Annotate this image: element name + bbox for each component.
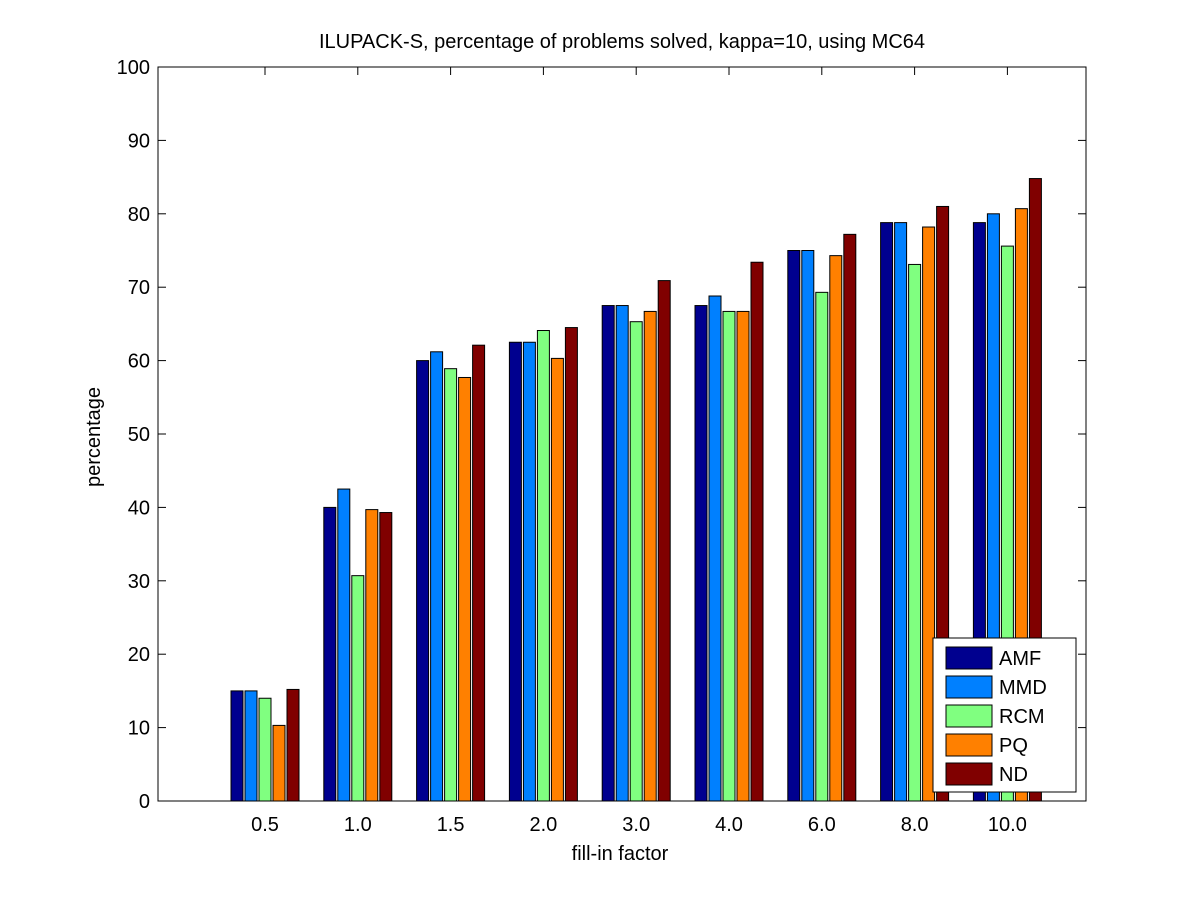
- y-tick-label: 10: [128, 718, 150, 740]
- legend-swatch-pq: [945, 733, 993, 757]
- bar-pq-1.5: [458, 376, 472, 802]
- bar-pq-8.0: [922, 226, 936, 802]
- x-tick-label: 4.0: [715, 814, 743, 836]
- bar-pq-6.0: [829, 255, 843, 802]
- legend-swatch-nd: [945, 762, 993, 786]
- bar-pq-4.0: [736, 310, 750, 802]
- bar-mmd-0.5: [244, 690, 258, 802]
- x-tick-label: 3.0: [622, 814, 650, 836]
- bar-pq-1.0: [365, 509, 379, 802]
- bar-pq-3.0: [643, 310, 657, 802]
- bar-rcm-6.0: [815, 291, 829, 802]
- x-axis: 0.5 1.0 1.5 2.0 3.0 4.0 6.0 8.0 10.0: [251, 67, 1027, 836]
- y-tick-label: 20: [128, 644, 150, 666]
- x-axis-label: fill-in factor: [572, 843, 669, 865]
- bar-amf-4.0: [694, 305, 708, 802]
- legend-swatch-amf: [945, 646, 993, 670]
- bar-mmd-2.0: [522, 341, 536, 802]
- legend: AMF MMD RCM PQ ND: [932, 637, 1077, 793]
- bar-rcm-1.5: [444, 368, 458, 802]
- bar-amf-1.5: [416, 360, 430, 802]
- legend-swatch-rcm: [945, 704, 993, 728]
- bar-amf-8.0: [880, 222, 894, 802]
- bar-rcm-3.0: [629, 321, 643, 802]
- bar-nd-0.5: [286, 688, 300, 802]
- bar-amf-0.5: [230, 690, 244, 802]
- bar-mmd-1.5: [430, 351, 444, 802]
- bar-nd-6.0: [843, 233, 857, 802]
- bar-amf-3.0: [601, 305, 615, 802]
- bar-nd-1.5: [472, 344, 486, 802]
- y-tick-label: 60: [128, 351, 150, 373]
- x-tick-label: 10.0: [988, 814, 1027, 836]
- bar-mmd-1.0: [337, 488, 351, 802]
- x-tick-label: 1.5: [437, 814, 465, 836]
- y-tick-label: 50: [128, 424, 150, 446]
- bar-rcm-1.0: [351, 575, 365, 802]
- bar-mmd-8.0: [894, 222, 908, 802]
- bar-pq-2.0: [550, 357, 564, 802]
- bar-pq-0.5: [272, 724, 286, 802]
- bar-amf-2.0: [508, 341, 522, 802]
- y-tick-label: 100: [117, 57, 150, 79]
- bar-rcm-0.5: [258, 697, 272, 802]
- y-tick-label: 40: [128, 497, 150, 519]
- bar-nd-3.0: [657, 280, 671, 802]
- bar-mmd-6.0: [801, 250, 815, 802]
- bar-mmd-4.0: [708, 295, 722, 802]
- x-tick-label: 6.0: [808, 814, 836, 836]
- bar-nd-1.0: [379, 512, 393, 802]
- bar-amf-6.0: [787, 250, 801, 802]
- y-tick-label: 80: [128, 204, 150, 226]
- legend-swatch-mmd: [945, 675, 993, 699]
- x-tick-label: 0.5: [251, 814, 279, 836]
- chart-title: ILUPACK-S, percentage of problems solved…: [319, 31, 925, 53]
- legend-label-mmd: MMD: [999, 677, 1047, 699]
- legend-label-rcm: RCM: [999, 706, 1045, 728]
- y-tick-label: 90: [128, 130, 150, 152]
- bar-mmd-3.0: [615, 305, 629, 802]
- bar-rcm-8.0: [908, 263, 922, 802]
- y-axis: 0 10 20 30 40 50 60 70 80 90 100: [117, 57, 1086, 813]
- y-axis-label: percentage: [83, 387, 105, 487]
- y-tick-label: 30: [128, 571, 150, 593]
- x-tick-label: 2.0: [529, 814, 557, 836]
- legend-label-pq: PQ: [999, 735, 1028, 757]
- bar-rcm-4.0: [722, 310, 736, 802]
- x-tick-label: 1.0: [344, 814, 372, 836]
- legend-label-amf: AMF: [999, 648, 1041, 670]
- bar-nd-2.0: [564, 327, 578, 802]
- x-tick-label: 8.0: [901, 814, 929, 836]
- y-tick-label: 0: [139, 791, 150, 813]
- bar-nd-4.0: [750, 261, 764, 802]
- bar-amf-1.0: [323, 506, 337, 802]
- y-tick-label: 70: [128, 277, 150, 299]
- legend-label-nd: ND: [999, 764, 1028, 786]
- bar-rcm-2.0: [536, 330, 550, 802]
